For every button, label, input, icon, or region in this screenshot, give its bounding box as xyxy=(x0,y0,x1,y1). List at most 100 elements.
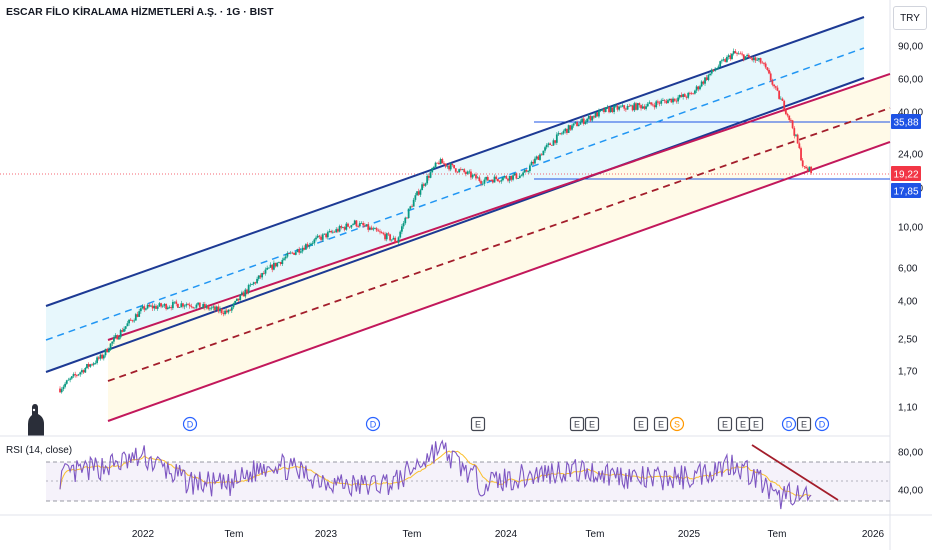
event-marker-d[interactable]: D xyxy=(781,416,797,432)
event-marker-d[interactable]: D xyxy=(182,416,198,432)
candle xyxy=(188,302,191,309)
candle xyxy=(155,304,157,310)
candle xyxy=(372,226,375,232)
candle xyxy=(244,288,247,299)
event-marker-s[interactable]: S xyxy=(669,416,685,432)
time-axis-label: Tem xyxy=(225,529,244,540)
candle xyxy=(274,262,277,268)
candle xyxy=(387,231,390,237)
candle xyxy=(527,170,530,174)
candle xyxy=(449,162,452,172)
candle xyxy=(774,85,777,90)
candle xyxy=(107,347,110,353)
event-marker-label: E xyxy=(722,420,728,430)
event-marker-e[interactable]: E xyxy=(717,416,733,432)
event-marker-e[interactable]: E xyxy=(653,416,669,432)
candle xyxy=(402,220,405,229)
candle xyxy=(566,128,568,135)
candle xyxy=(227,309,230,315)
price-axis-label: 60,00 xyxy=(898,75,923,86)
event-marker-label: S xyxy=(674,420,680,430)
candle xyxy=(459,167,462,172)
candle xyxy=(717,64,720,70)
candle xyxy=(656,99,659,105)
event-marker-label: D xyxy=(819,420,826,430)
candle xyxy=(424,182,427,187)
candle xyxy=(94,360,97,365)
candle xyxy=(719,60,722,68)
event-marker-e[interactable]: E xyxy=(796,416,812,432)
candle xyxy=(710,68,713,76)
candle xyxy=(726,55,728,63)
rsi-trendline xyxy=(751,444,839,501)
candle xyxy=(564,127,567,134)
candle xyxy=(262,270,265,275)
candle xyxy=(688,91,691,96)
candle xyxy=(128,319,130,326)
candle xyxy=(495,175,498,181)
candle xyxy=(581,117,583,124)
event-marker-e[interactable]: E xyxy=(633,416,649,432)
candle xyxy=(702,80,705,85)
candle xyxy=(650,102,653,106)
candle xyxy=(626,104,629,110)
candle xyxy=(803,166,806,169)
candle xyxy=(587,113,590,122)
candle xyxy=(89,363,92,368)
candle xyxy=(178,306,181,308)
candle xyxy=(754,56,757,63)
event-marker-e[interactable]: E xyxy=(735,416,751,432)
candle xyxy=(631,104,634,112)
candle xyxy=(72,372,75,378)
event-marker-d[interactable]: D xyxy=(814,416,830,432)
candle xyxy=(301,245,304,254)
candle xyxy=(82,369,85,374)
candle xyxy=(476,175,479,179)
candle xyxy=(645,103,647,111)
candle xyxy=(119,328,122,340)
candle xyxy=(448,163,450,172)
candle xyxy=(640,104,642,111)
candle xyxy=(481,181,484,186)
candle xyxy=(145,307,147,311)
candle xyxy=(377,228,380,232)
candle xyxy=(638,102,641,108)
candle xyxy=(414,192,417,202)
event-marker-e[interactable]: E xyxy=(748,416,764,432)
currency-button[interactable]: TRY xyxy=(893,6,927,30)
event-marker-label: E xyxy=(753,420,759,430)
candle xyxy=(690,91,693,95)
candle xyxy=(466,170,469,175)
candle xyxy=(618,105,621,112)
candle xyxy=(552,138,555,146)
candle xyxy=(375,226,378,233)
event-marker-e[interactable]: E xyxy=(584,416,600,432)
candle xyxy=(694,89,696,95)
candle xyxy=(500,177,503,184)
candle xyxy=(316,233,319,239)
candle xyxy=(123,326,125,333)
candle xyxy=(697,85,700,92)
candle xyxy=(348,226,351,229)
candle xyxy=(704,77,706,86)
candle xyxy=(446,165,449,169)
rsi-indicator-label[interactable]: RSI (14, close) xyxy=(6,445,73,456)
candle xyxy=(653,102,656,110)
candle xyxy=(113,335,115,344)
candle xyxy=(205,303,208,310)
time-axis-label: 2024 xyxy=(495,529,518,540)
event-marker-d[interactable]: D xyxy=(365,416,381,432)
candle xyxy=(662,97,664,101)
candle xyxy=(273,260,275,271)
candle xyxy=(569,125,572,131)
candle xyxy=(752,56,755,63)
candle xyxy=(409,205,412,210)
time-axis-label: 2026 xyxy=(862,529,885,540)
candle xyxy=(75,374,78,378)
event-marker-e[interactable]: E xyxy=(569,416,585,432)
event-marker-e[interactable]: E xyxy=(470,416,486,432)
candle xyxy=(534,156,536,165)
candle xyxy=(331,229,334,234)
